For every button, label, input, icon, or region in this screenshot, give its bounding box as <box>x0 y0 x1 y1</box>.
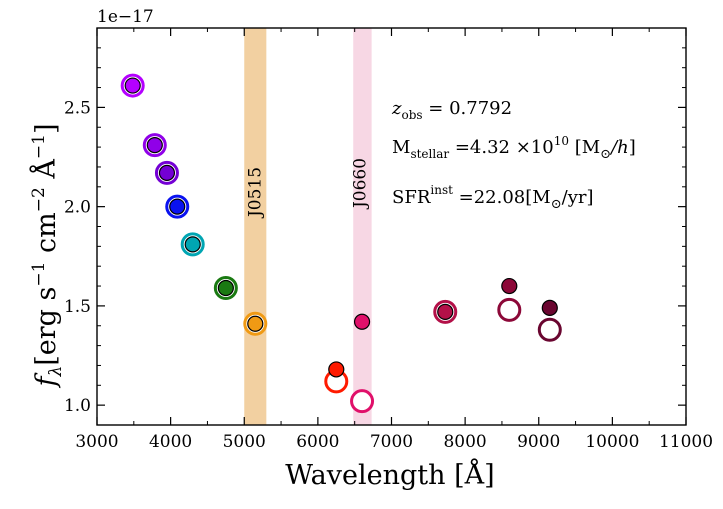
annot-m-h: /h <box>609 137 629 158</box>
model-point-11 <box>537 317 562 342</box>
annot-sfr-sup: inst <box>430 183 453 197</box>
observed-point-6 <box>247 315 264 332</box>
band-j0515 <box>244 28 267 425</box>
observed-point-11 <box>541 299 558 316</box>
observed-point-3 <box>169 198 186 215</box>
model-point-8 <box>350 389 375 414</box>
y-tick-label: 1.0 <box>64 396 91 416</box>
observed-point-10 <box>501 277 518 295</box>
x-tick-label: 7000 <box>370 432 413 452</box>
y-tick-label: 2.0 <box>64 198 91 218</box>
axis-ticks: 3000 4000 5000 6000 7000 8000 9000 10000 11000 1.… <box>64 27 713 452</box>
y-title-s-exp: −1 <box>29 262 49 287</box>
y-title-f: f <box>31 373 62 389</box>
annot-m-open: [M <box>569 137 600 158</box>
x-tick-label: 4000 <box>149 432 192 452</box>
annot-m-sub: stellar <box>410 147 449 161</box>
y-tick-label: 1.5 <box>64 297 91 317</box>
model-point-10 <box>497 297 522 322</box>
y-tick-label: 2.5 <box>64 98 91 118</box>
observed-point-4 <box>184 236 201 253</box>
y-title-cm-exp: −2 <box>29 187 49 212</box>
y-title-close: ] <box>31 123 62 134</box>
annot-sfr: SFR <box>392 187 431 208</box>
annot-m: M <box>392 137 410 158</box>
annotation-stellar-mass: Mstellar =4.32 ×1010 [M⊙/h] <box>392 134 636 162</box>
x-tick-label: 11000 <box>659 432 713 452</box>
observed-point-9 <box>437 303 454 320</box>
x-tick-label: 3000 <box>75 432 118 452</box>
x-tick-label: 6000 <box>296 432 339 452</box>
annot-z-val: = 0.7792 <box>423 98 513 119</box>
x-axis-title: Wavelength [Å] <box>285 458 494 491</box>
y-title-ang-exp: −1 <box>29 134 49 159</box>
annot-sfr-val: =22.08[M <box>453 187 551 208</box>
y-title-lambda: λ <box>46 366 66 378</box>
annotation-redshift: zobs = 0.7792 <box>391 98 512 122</box>
observed-point-0 <box>124 77 141 94</box>
y-axis-title: fλ[erg s−1 cm−2 Å−1] <box>29 123 66 388</box>
y-title-ang: Å <box>29 159 62 188</box>
observed-point-1 <box>146 137 163 154</box>
x-tick-label: 5000 <box>223 432 266 452</box>
data-markers <box>120 73 562 414</box>
annot-z-sub: obs <box>401 108 422 122</box>
band-label-j0660: J0660 <box>351 158 371 210</box>
annot-z: z <box>391 98 402 119</box>
annot-m-val: =4.32 ×10 <box>449 137 554 158</box>
x-tick-label: 9000 <box>517 432 560 452</box>
annot-m-exp: 10 <box>554 134 569 148</box>
annot-m-sun: ⊙ <box>600 147 611 162</box>
annot-m-close: ] <box>629 137 636 158</box>
observed-point-7 <box>328 361 345 378</box>
band-label-j0515: J0515 <box>245 167 265 219</box>
annot-sfr-sun: ⊙ <box>551 197 562 212</box>
y-offset-text: 1e−17 <box>97 7 154 27</box>
x-tick-label: 8000 <box>443 432 486 452</box>
observed-point-5 <box>217 279 234 297</box>
y-title-cm: cm <box>31 212 62 261</box>
annotation-sfr: SFRinst =22.08[M⊙/yr] <box>392 183 594 212</box>
annot-sfr-close: /yr] <box>562 187 594 208</box>
y-title-units: [erg s <box>31 287 62 366</box>
x-tick-label: 10000 <box>585 432 639 452</box>
band-j0660 <box>353 28 372 425</box>
observed-point-2 <box>158 164 176 182</box>
observed-point-8 <box>353 313 371 330</box>
